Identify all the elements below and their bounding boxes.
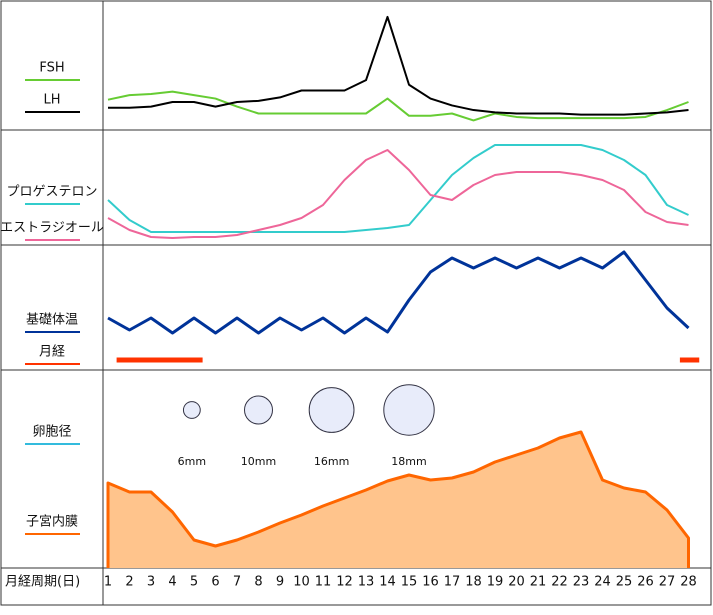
legend-label: エストラジオール xyxy=(0,221,104,236)
legend-label: FSH xyxy=(39,61,64,76)
legend-label: 卵胞径 xyxy=(32,425,71,440)
x-tick-label: 9 xyxy=(276,575,284,590)
x-tick-label: 23 xyxy=(573,575,590,590)
x-tick-label: 19 xyxy=(487,575,504,590)
x-tick-label: 4 xyxy=(168,575,176,590)
line xyxy=(108,15,689,116)
x-tick-label: 21 xyxy=(530,575,547,590)
follicle xyxy=(383,384,435,436)
x-tick-label: 28 xyxy=(680,575,697,590)
area xyxy=(108,432,689,568)
line xyxy=(107,144,689,233)
follicle-label: 10mm xyxy=(241,455,276,468)
follicle-label: 6mm xyxy=(178,455,206,468)
x-tick-label: 14 xyxy=(379,575,396,590)
x-tick-label: 10 xyxy=(293,575,310,590)
line xyxy=(107,250,690,335)
follicle xyxy=(182,401,201,419)
x-tick-label: 1 xyxy=(104,575,112,590)
x-tick-label: 8 xyxy=(254,575,262,590)
x-tick-label: 12 xyxy=(336,575,353,590)
x-tick-label: 3 xyxy=(147,575,155,590)
x-tick-label: 5 xyxy=(190,575,198,590)
x-tick-label: 7 xyxy=(233,575,241,590)
legend-label: 基礎体温 xyxy=(26,313,78,328)
follicle-label: 18mm xyxy=(391,455,426,468)
x-tick-label: 26 xyxy=(637,575,654,590)
x-tick-label: 16 xyxy=(422,575,439,590)
x-tick-label: 25 xyxy=(616,575,633,590)
legend-label: プロゲステロン xyxy=(6,185,97,200)
x-tick-label: 17 xyxy=(444,575,461,590)
x-tick-label: 22 xyxy=(551,575,568,590)
line xyxy=(107,90,689,122)
legend-label: LH xyxy=(43,93,60,108)
x-tick-label: 15 xyxy=(401,575,418,590)
follicle xyxy=(308,387,355,433)
x-tick-label: 13 xyxy=(358,575,375,590)
x-tick-label: 24 xyxy=(594,575,611,590)
x-tick-label: 18 xyxy=(465,575,482,590)
x-title: 月経周期(日) xyxy=(5,575,80,590)
area-edge xyxy=(106,430,690,568)
x-tick-label: 27 xyxy=(659,575,676,590)
legend-label: 月経 xyxy=(39,345,65,360)
follicle xyxy=(244,395,273,425)
x-tick-label: 2 xyxy=(125,575,133,590)
x-tick-label: 11 xyxy=(315,575,332,590)
legend-label: 子宮内膜 xyxy=(26,514,78,530)
follicle-label: 16mm xyxy=(314,455,349,468)
x-tick-label: 20 xyxy=(508,575,525,590)
line xyxy=(107,149,689,239)
x-tick-label: 6 xyxy=(211,575,219,590)
